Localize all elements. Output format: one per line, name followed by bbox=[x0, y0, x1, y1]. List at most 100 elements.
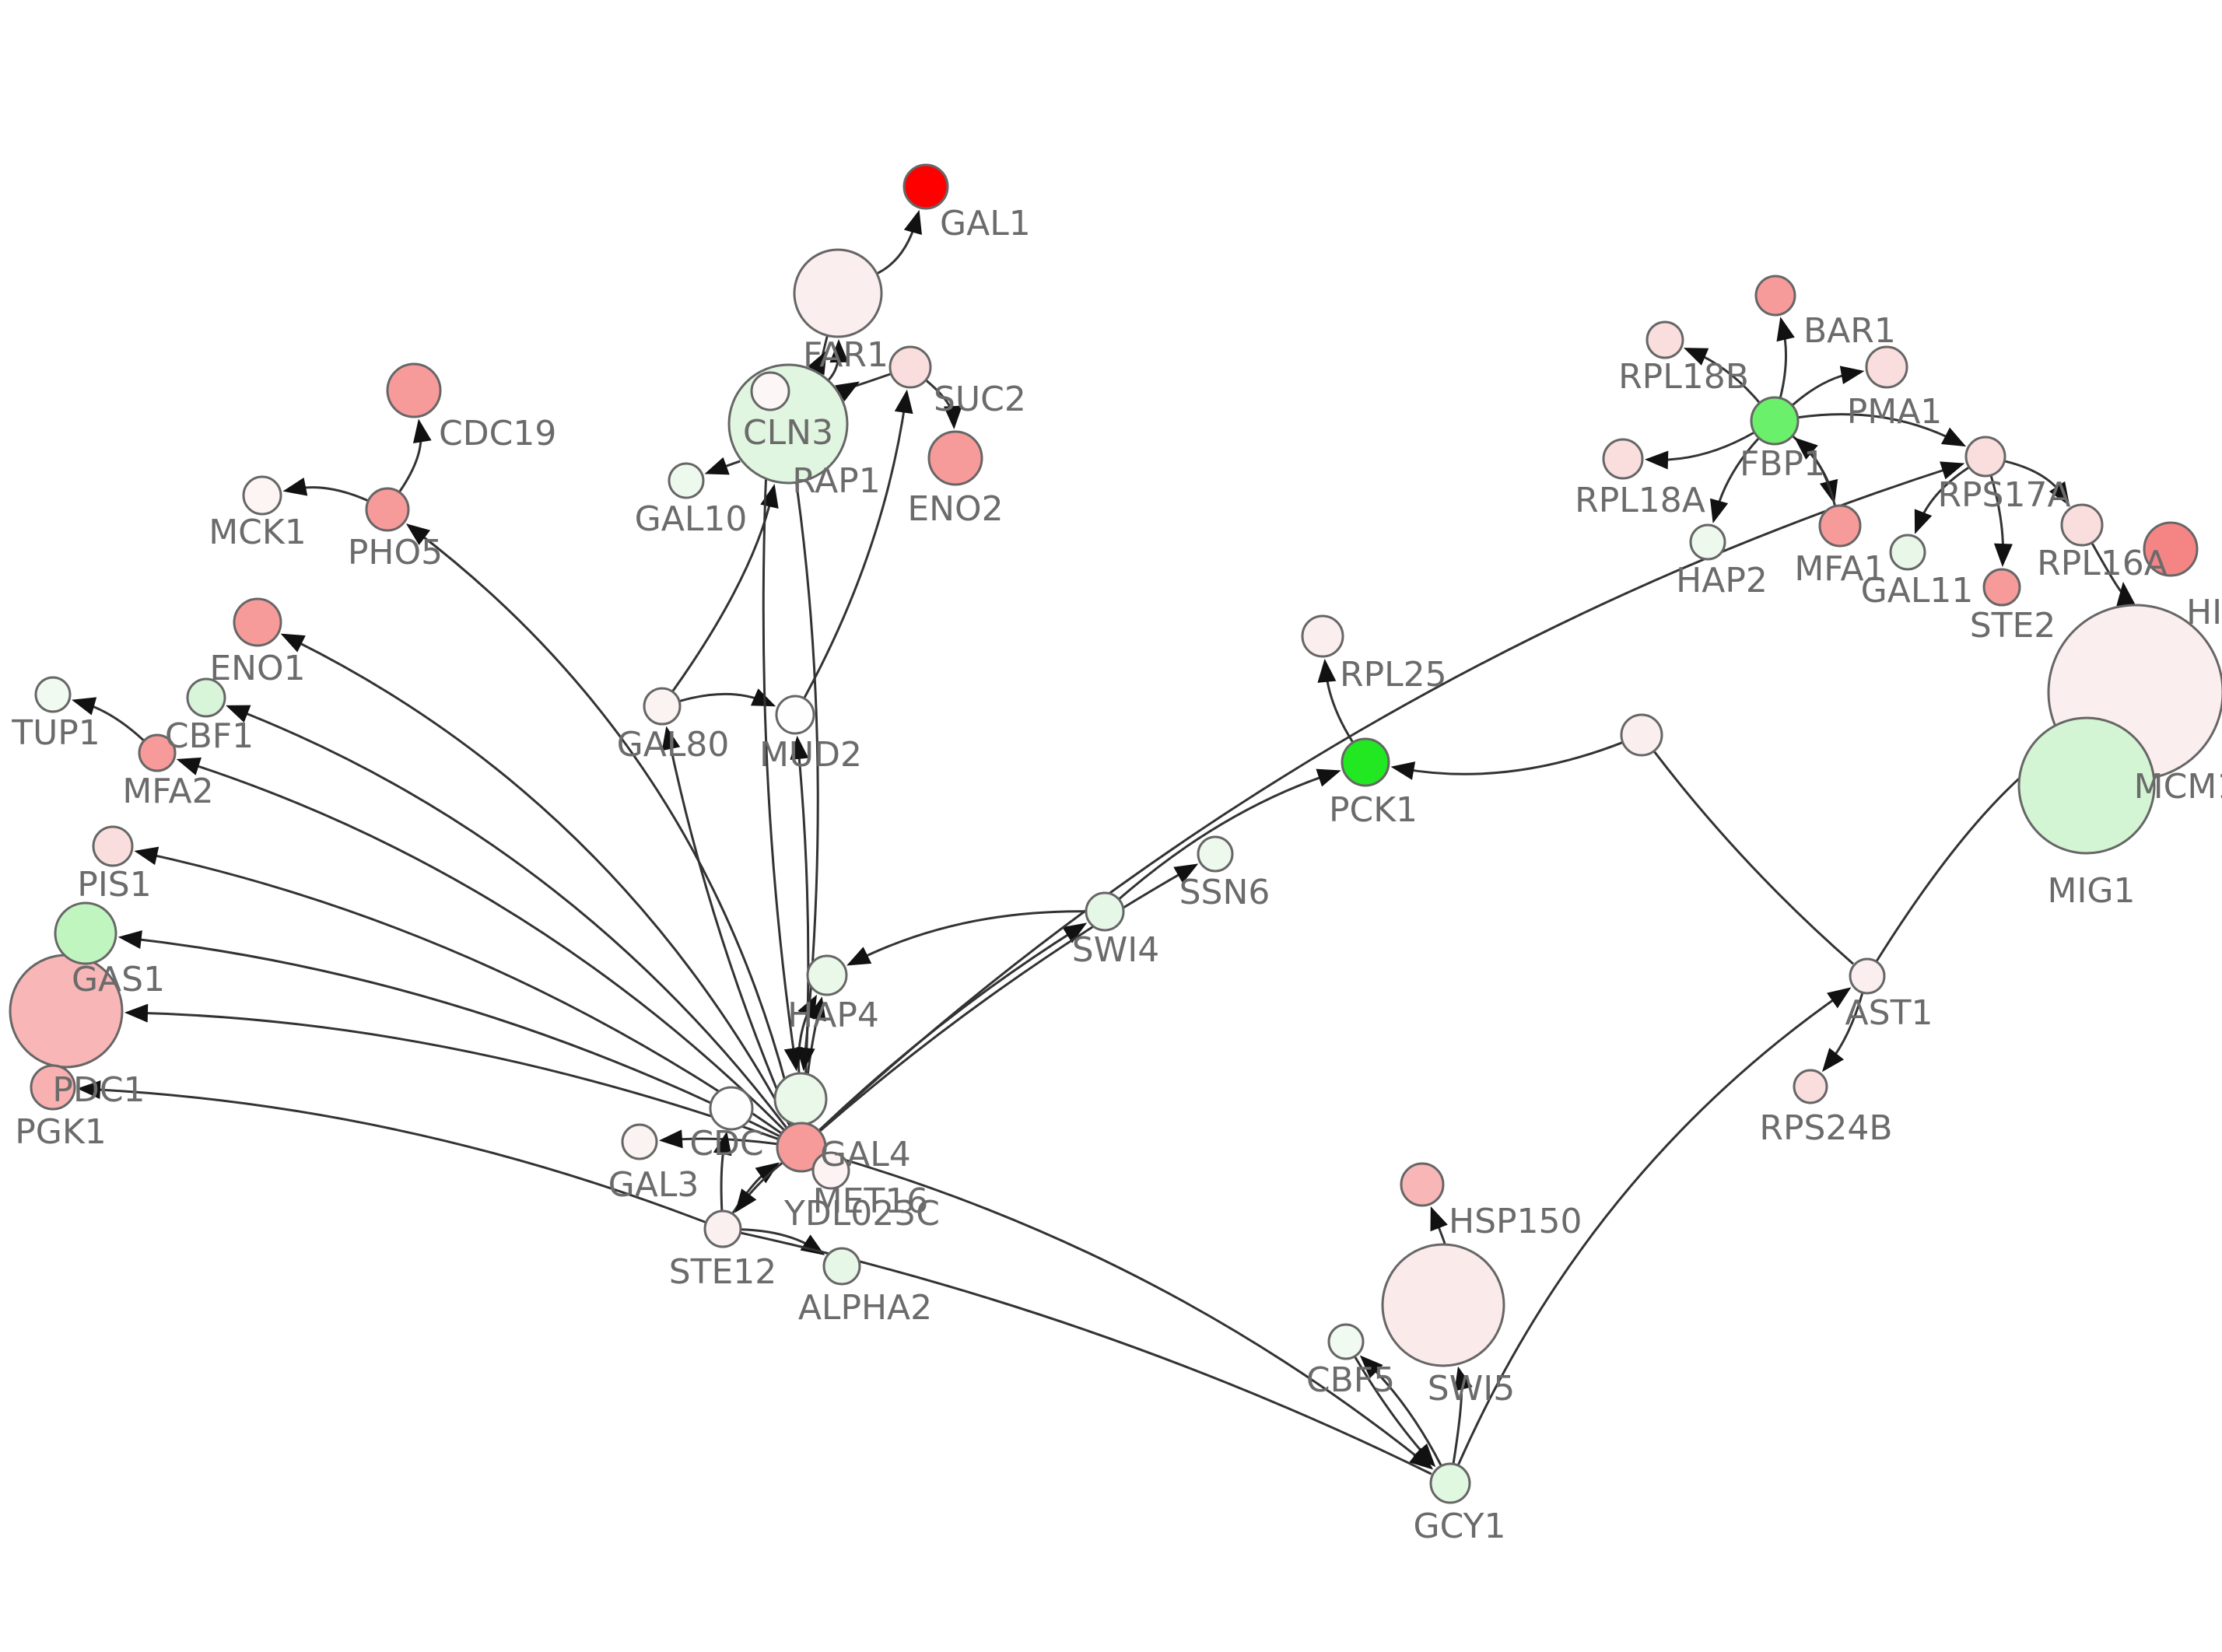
gene-node-pis1[interactable] bbox=[92, 825, 134, 867]
gene-node-alpha2[interactable] bbox=[822, 1247, 861, 1286]
gene-node-unk1[interactable] bbox=[1620, 713, 1663, 757]
arrowhead-GAL4-to-SSN6 bbox=[1173, 863, 1199, 884]
gene-node-rpl25[interactable] bbox=[1301, 614, 1344, 658]
gene-label-swi4: SWI4 bbox=[1072, 930, 1159, 970]
gene-node-cbf5[interactable] bbox=[1327, 1323, 1365, 1360]
gene-node-gas1[interactable] bbox=[54, 901, 117, 965]
gene-node-ydl023c[interactable] bbox=[811, 1151, 850, 1190]
gene-label-eno1: ENO1 bbox=[209, 649, 305, 688]
gene-label-met16: MET16 bbox=[813, 1181, 929, 1221]
gene-node-mfa2[interactable] bbox=[138, 733, 177, 772]
edge-GAL4-to-SSN6 bbox=[819, 867, 1190, 1132]
gene-label-mck1: MCK1 bbox=[209, 513, 307, 552]
gene-node-pma1[interactable] bbox=[1865, 345, 1908, 389]
gene-node-eno2[interactable] bbox=[927, 430, 983, 486]
arrowhead-SWI4-to-PCK1 bbox=[1316, 768, 1341, 787]
arrowhead-AST1-to-RPS24B bbox=[1821, 1048, 1845, 1073]
edge-UNK1-to-PCK1 bbox=[1401, 741, 1623, 775]
arrowhead-GAL4-to-ENO1 bbox=[280, 633, 306, 653]
gene-label-gal4: GAL4 bbox=[820, 1135, 911, 1174]
gene-node-gcy1[interactable] bbox=[1429, 1462, 1471, 1504]
gene-node-rpl18a[interactable] bbox=[1602, 438, 1644, 480]
gene-node-gal3[interactable] bbox=[621, 1123, 658, 1160]
arrowhead-MFA1-to-FBP1 bbox=[1794, 437, 1818, 460]
gene-label-pck1: PCK1 bbox=[1329, 790, 1418, 830]
arrowhead-GAL4-to-RPS17A bbox=[1940, 461, 1965, 480]
arrowhead-SUC2-to-ENO2 bbox=[943, 405, 962, 430]
gene-node-gal1[interactable] bbox=[902, 163, 949, 210]
arrowhead-STE12-to-PGK1 bbox=[76, 1080, 101, 1100]
gene-node-ste12[interactable] bbox=[703, 1209, 742, 1248]
gene-node-ssn6[interactable] bbox=[1197, 835, 1234, 873]
gene-label-pho5: PHO5 bbox=[348, 533, 443, 572]
gene-label-rpl18b: RPL18B bbox=[1618, 357, 1749, 397]
gene-label-ydl023c: YDL023C bbox=[783, 1194, 940, 1234]
gene-node-pho5[interactable] bbox=[365, 487, 410, 532]
gene-node-swi5[interactable] bbox=[1381, 1243, 1505, 1367]
gene-node-bar1[interactable] bbox=[1754, 275, 1796, 317]
gene-node-mig1[interactable] bbox=[2017, 716, 2156, 855]
gene-node-rpl16a[interactable] bbox=[2060, 503, 2104, 547]
edge-UNK1-to-AST1 bbox=[1653, 751, 1854, 965]
gene-node-tup1[interactable] bbox=[34, 676, 72, 713]
arrowhead-FBP1-to-PMA1 bbox=[1839, 366, 1865, 385]
arrowhead-UNK1-to-PCK1 bbox=[1390, 761, 1416, 780]
gene-label-gcy1: GCY1 bbox=[1414, 1507, 1506, 1546]
gene-node-cbf1[interactable] bbox=[186, 677, 226, 718]
gene-node-gal10[interactable] bbox=[668, 462, 705, 499]
arrowhead-GAL4-to-HAP4 bbox=[808, 996, 826, 1022]
gene-node-ste2[interactable] bbox=[1982, 568, 2021, 607]
gene-node-rps17a[interactable] bbox=[1964, 436, 2006, 478]
gene-node-suc2[interactable] bbox=[888, 345, 932, 389]
gene-node-gal80[interactable] bbox=[643, 687, 682, 726]
gene-node-met16[interactable] bbox=[773, 1072, 828, 1126]
gene-node-mck1[interactable] bbox=[242, 475, 282, 516]
gene-node-rps24b[interactable] bbox=[1793, 1069, 1828, 1104]
gene-node-rap1[interactable] bbox=[750, 371, 790, 411]
gene-node-cdc[interactable] bbox=[709, 1086, 754, 1131]
gene-node-cdc19[interactable] bbox=[386, 362, 442, 418]
arrowhead-GAL4-to-STE12 bbox=[734, 1188, 757, 1213]
gene-node-hsp150[interactable] bbox=[1400, 1162, 1445, 1207]
arrowhead-GAL4-to-GAS1 bbox=[117, 930, 142, 949]
arrowhead-GAL4-to-SWI4 bbox=[1062, 922, 1088, 943]
gene-label-pgk1: PGK1 bbox=[15, 1112, 106, 1152]
gene-label-gas1: GAS1 bbox=[72, 960, 165, 999]
gene-label-tup1: TUP1 bbox=[11, 713, 100, 753]
edge-STE12-to-PGK1 bbox=[87, 1087, 706, 1223]
gene-node-rpl18b[interactable] bbox=[1645, 320, 1684, 359]
gene-label-pma1: PMA1 bbox=[1847, 392, 1943, 432]
gene-node-pck1[interactable] bbox=[1341, 737, 1390, 787]
gene-node-far1[interactable] bbox=[793, 248, 883, 338]
gene-label-gal3: GAL3 bbox=[608, 1165, 699, 1205]
gene-node-fbp1[interactable] bbox=[1750, 396, 1800, 446]
gene-node-eno1[interactable] bbox=[233, 597, 282, 647]
gene-label-mfa2: MFA2 bbox=[122, 772, 213, 811]
arrowhead-STE12-to-CDC68 bbox=[713, 1131, 732, 1157]
gene-node-mfa1[interactable] bbox=[1818, 504, 1862, 548]
arrowhead-MUD2-to-SUC2 bbox=[894, 389, 913, 415]
gene-node-hap2[interactable] bbox=[1689, 523, 1726, 561]
arrowhead-GAL4-to-GAL80 bbox=[661, 726, 681, 751]
gene-node-swi4[interactable] bbox=[1085, 891, 1125, 932]
edge-SWI4-to-PCK1 bbox=[1118, 772, 1331, 900]
edge-GAL4-to-PHO5 bbox=[414, 529, 797, 1124]
edge-GAL4-to-ENO1 bbox=[289, 637, 791, 1126]
gene-node-hap4[interactable] bbox=[806, 954, 848, 996]
gene-node-gal4[interactable] bbox=[776, 1122, 827, 1173]
gene-label-mud2: MUD2 bbox=[759, 735, 862, 775]
arrowhead-GAL4-to-CBF1 bbox=[226, 705, 251, 723]
node-layer bbox=[9, 163, 2222, 1504]
gene-label-ast1: AST1 bbox=[1845, 993, 1933, 1033]
gene-node-his4[interactable] bbox=[2143, 521, 2199, 577]
gene-node-pgk1[interactable] bbox=[30, 1064, 76, 1111]
arrowhead-MFA2-to-TUP1 bbox=[72, 697, 97, 716]
gene-node-mud2[interactable] bbox=[775, 695, 815, 735]
arrowhead-FBP1-to-BAR1 bbox=[1776, 317, 1795, 342]
gene-node-ast1[interactable] bbox=[1849, 957, 1886, 995]
gene-label-hap4: HAP4 bbox=[787, 996, 879, 1035]
gene-node-gal11[interactable] bbox=[1889, 534, 1926, 571]
edge-layer bbox=[72, 209, 2136, 1475]
